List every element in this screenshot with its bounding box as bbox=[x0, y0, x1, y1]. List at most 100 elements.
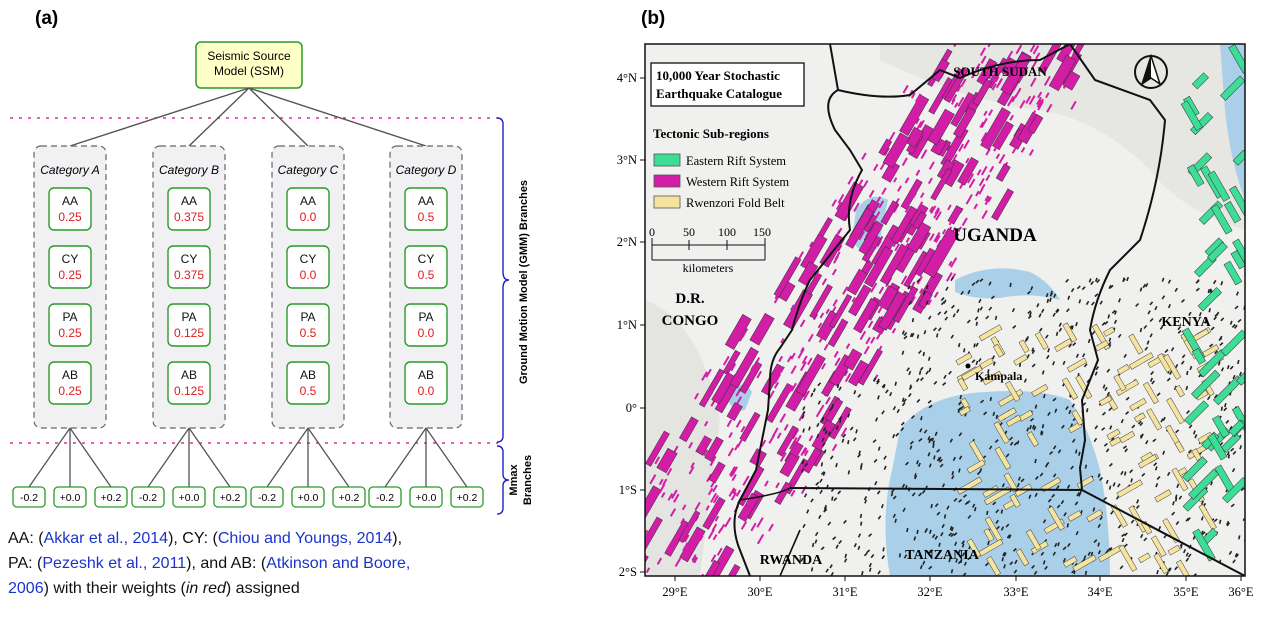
mmax-box bbox=[409, 486, 443, 508]
mmax-label: Mmax bbox=[508, 464, 520, 496]
gmm-model-weight: 0.5 bbox=[418, 268, 435, 282]
ref-atkinson-year[interactable]: 2006 bbox=[8, 580, 44, 597]
map-title-line2: Earthquake Catalogue bbox=[656, 86, 782, 101]
country-kenya: KENYA bbox=[1161, 315, 1211, 330]
border-south-sudan bbox=[837, 44, 1071, 98]
gmm-model-weight: 0.25 bbox=[58, 210, 82, 224]
mmax-branches-label: Branches bbox=[522, 455, 534, 505]
mmax-edge bbox=[425, 427, 468, 488]
gmm-model-weight: 0.25 bbox=[58, 384, 82, 398]
border-rwanda bbox=[739, 487, 801, 576]
mmax-value: -0.2 bbox=[258, 492, 276, 504]
gmm-model-box bbox=[286, 245, 330, 289]
border-kenya bbox=[1069, 44, 1167, 491]
mmax-box bbox=[332, 486, 366, 508]
gmm-model-weight: 0.375 bbox=[174, 268, 204, 282]
border-tanzania bbox=[789, 487, 1245, 576]
scale-tick-100: 100 bbox=[718, 225, 736, 239]
mmax-box bbox=[12, 486, 46, 508]
mmax-box bbox=[291, 486, 325, 508]
gmm-model-box bbox=[404, 187, 448, 231]
lat-label: 3°N bbox=[617, 153, 637, 167]
ref-akkar[interactable]: Akkar et al., 2014 bbox=[43, 530, 169, 547]
gmm-model-box bbox=[167, 187, 211, 231]
mmax-edge bbox=[307, 427, 350, 488]
lon-label: 33°E bbox=[1003, 585, 1028, 599]
ref-chiou[interactable]: Chiou and Youngs, 2014 bbox=[217, 530, 393, 547]
city-marker bbox=[965, 363, 971, 369]
gmm-model-weight: 0.25 bbox=[58, 268, 82, 282]
category-title: Category C bbox=[278, 163, 339, 177]
gmm-model-weight: 0.375 bbox=[174, 210, 204, 224]
gmm-model-code: PA bbox=[62, 310, 77, 324]
mmax-edge bbox=[147, 427, 190, 488]
mmax-box bbox=[94, 486, 128, 508]
lon-label: 34°E bbox=[1087, 585, 1112, 599]
mmax-value: +0.2 bbox=[220, 492, 241, 504]
gmm-model-code: AA bbox=[418, 194, 434, 208]
gmm-model-code: AA bbox=[181, 194, 197, 208]
gmm-model-weight: 0.0 bbox=[300, 268, 317, 282]
gmm-model-box bbox=[404, 245, 448, 289]
tree-edge bbox=[188, 87, 250, 147]
gmm-model-weight: 0.0 bbox=[300, 210, 317, 224]
ssm-label-line: Seismic Source bbox=[207, 49, 291, 63]
lat-label: 0° bbox=[626, 401, 637, 415]
mmax-value: +0.2 bbox=[457, 492, 478, 504]
scale-tick-50: 50 bbox=[683, 225, 695, 239]
gmm-model-weight: 0.25 bbox=[58, 326, 82, 340]
mmax-box bbox=[368, 486, 402, 508]
panel-a-caption: AA: (Akkar et al., 2014), CY: (Chiou and… bbox=[8, 530, 411, 597]
legend-swatch bbox=[653, 174, 681, 188]
mmax-box bbox=[213, 486, 247, 508]
scale-unit: kilometers bbox=[683, 261, 734, 275]
legend-swatch bbox=[653, 153, 681, 167]
ssm-label-line: Model (SSM) bbox=[214, 64, 284, 78]
mmax-value: +0.2 bbox=[101, 492, 122, 504]
map-area: SOUTH SUDAN UGANDA D.R. CONGO KENYA RWAN… bbox=[645, 44, 1245, 576]
ref-atkinson[interactable]: Atkinson and Boore, bbox=[266, 555, 411, 572]
ref-pezeshk[interactable]: Pezeshk et al., 2011 bbox=[42, 555, 187, 572]
mmax-value: +0.2 bbox=[339, 492, 360, 504]
lat-label: 1°N bbox=[617, 318, 637, 332]
mmax-edge bbox=[69, 427, 112, 488]
gmm-model-code: PA bbox=[300, 310, 315, 324]
gmm-model-code: AA bbox=[300, 194, 316, 208]
lake-victoria bbox=[885, 391, 1110, 576]
rupture-catalogue bbox=[645, 44, 1245, 576]
category-title: Category A bbox=[40, 163, 100, 177]
lat-label: 1°S bbox=[619, 483, 637, 497]
panel-a-label: (a) bbox=[35, 8, 58, 29]
gmm-model-box bbox=[48, 303, 92, 347]
gmm-model-code: CY bbox=[300, 252, 317, 266]
lat-label: 4°N bbox=[617, 71, 637, 85]
gmm-model-code: PA bbox=[181, 310, 196, 324]
mmax-box bbox=[450, 486, 484, 508]
gmm-model-box bbox=[286, 361, 330, 405]
gmm-model-weight: 0.125 bbox=[174, 326, 204, 340]
north-arrow-icon bbox=[1134, 53, 1168, 89]
gmm-model-box bbox=[286, 303, 330, 347]
country-rwanda: RWANDA bbox=[760, 553, 823, 568]
scale-bar: 0 50 100 150 kilometers bbox=[649, 225, 771, 275]
gmm-model-box bbox=[167, 245, 211, 289]
mmax-value: +0.0 bbox=[416, 492, 437, 504]
gmm-brace bbox=[496, 117, 510, 443]
gmm-model-code: AB bbox=[418, 368, 434, 382]
gmm-model-weight: 0.0 bbox=[418, 384, 435, 398]
lat-label: 2°N bbox=[617, 235, 637, 249]
mmax-box bbox=[131, 486, 165, 508]
gmm-model-weight: 0.5 bbox=[418, 210, 435, 224]
map-title-box bbox=[650, 62, 805, 107]
gmm-model-box bbox=[286, 187, 330, 231]
lon-label: 30°E bbox=[747, 585, 772, 599]
gmm-model-box bbox=[48, 361, 92, 405]
legend-swatch bbox=[653, 195, 681, 209]
lon-label: 36°E bbox=[1228, 585, 1253, 599]
gmm-model-box bbox=[167, 361, 211, 405]
border-drc-uganda bbox=[733, 44, 864, 576]
gmm-branches-label: Ground Motion Model (GMM) Branches bbox=[518, 180, 530, 384]
country-uganda: UGANDA bbox=[953, 225, 1037, 246]
lake-kyoga bbox=[955, 268, 1060, 300]
